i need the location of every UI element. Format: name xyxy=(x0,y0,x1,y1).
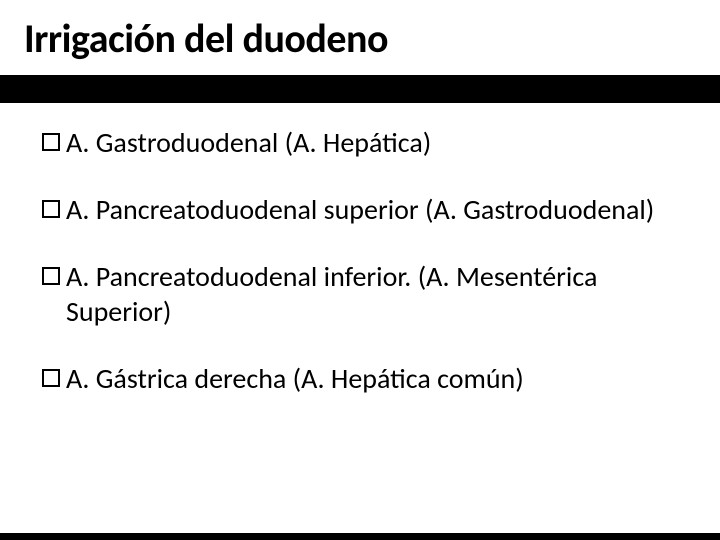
square-bullet-icon xyxy=(42,200,60,218)
bullet-text: A. Pancreatoduodenal inferior. (A. Mesen… xyxy=(66,259,678,329)
slide-body: A. Gastroduodenal (A. Hepática) A. Pancr… xyxy=(0,103,720,533)
square-bullet-icon xyxy=(42,133,60,151)
list-item: A. Gástrica derecha (A. Hepática común) xyxy=(42,361,678,396)
list-item: A. Pancreatoduodenal inferior. (A. Mesen… xyxy=(42,259,678,329)
title-bar: Irrigación del duodeno xyxy=(0,0,720,75)
square-bullet-icon xyxy=(42,267,60,285)
slide: Irrigación del duodeno A. Gastroduodenal… xyxy=(0,0,720,540)
list-item: A. Pancreatoduodenal superior (A. Gastro… xyxy=(42,192,678,227)
bullet-text: A. Gástrica derecha (A. Hepática común) xyxy=(66,361,678,396)
list-item: A. Gastroduodenal (A. Hepática) xyxy=(42,125,678,160)
square-bullet-icon xyxy=(42,369,60,387)
bullet-text: A. Pancreatoduodenal superior (A. Gastro… xyxy=(66,192,678,227)
bullet-text: A. Gastroduodenal (A. Hepática) xyxy=(66,125,678,160)
slide-title: Irrigación del duodeno xyxy=(24,14,696,63)
